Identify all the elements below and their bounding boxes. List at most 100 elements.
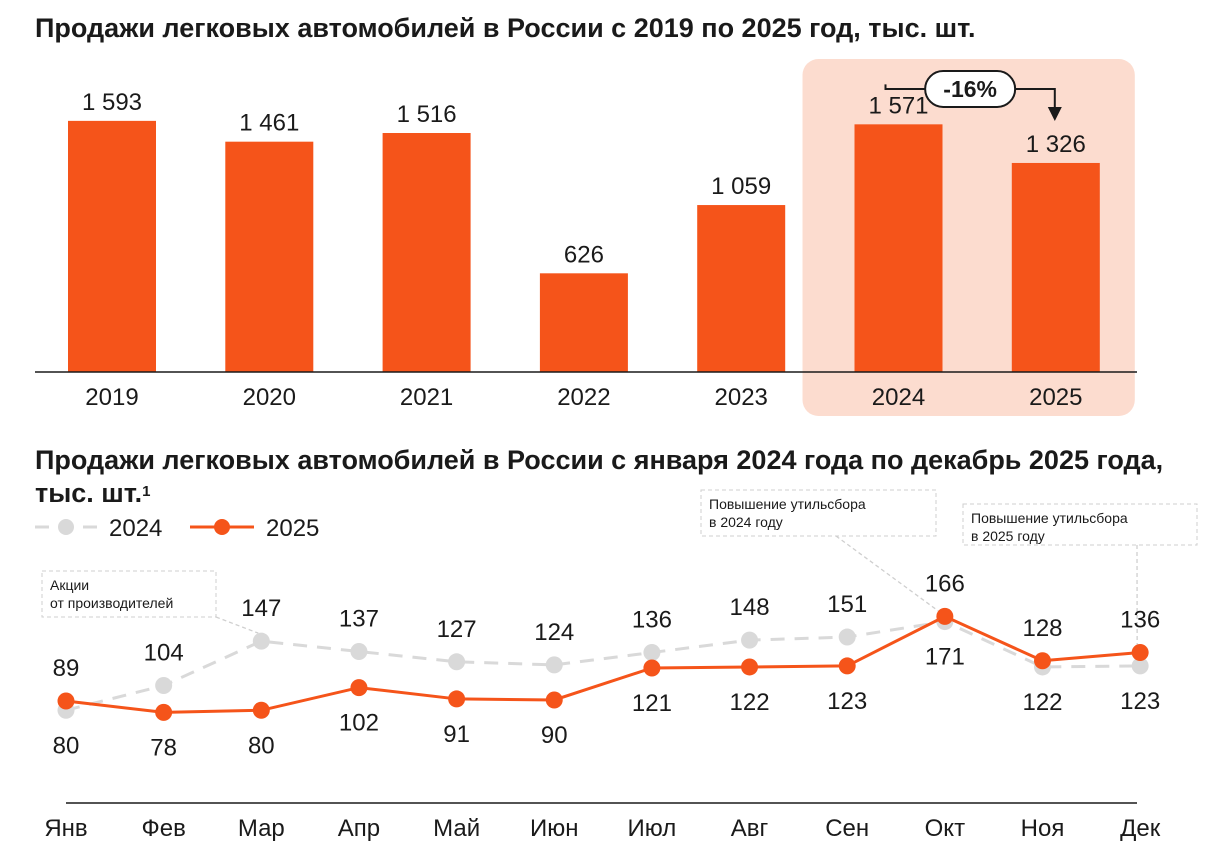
point-2025-Июл (643, 659, 661, 677)
annotation-box (700, 489, 937, 537)
x-tick-label-2022: 2022 (557, 384, 610, 411)
legend-marker-2025 (214, 519, 230, 535)
value-label-2025-Ноя: 128 (1022, 615, 1062, 642)
x-tick-label-2021: 2021 (400, 384, 453, 411)
bar-2024 (854, 124, 943, 372)
point-2025-Сен (838, 657, 856, 675)
point-2024-Авг (741, 631, 759, 649)
annotation-text-line: Повышение утильсбора (709, 496, 866, 512)
point-2025-Янв (57, 692, 75, 710)
series-line-2025 (65, 614, 1141, 714)
value-label-2024-Дек: 123 (1120, 688, 1160, 715)
point-2024-Мар (252, 632, 270, 650)
point-2024-Июн (545, 656, 563, 674)
line-chart-title: Продажи легковых автомобилей в России с … (35, 444, 1200, 510)
value-label-2024-Июл: 136 (632, 607, 672, 634)
month-label-Фев: Фев (141, 815, 185, 842)
month-label-Сен: Сен (825, 815, 869, 842)
point-2025-Окт (936, 607, 954, 625)
point-2025-Ноя (1034, 652, 1051, 670)
point-2025-Авг (741, 658, 759, 676)
value-label-2024-Фев: 104 (144, 640, 184, 667)
bar-2025 (1011, 162, 1100, 372)
x-tick-label-2020: 2020 (243, 384, 296, 411)
value-label-2025-Окт: 171 (925, 644, 965, 671)
change-pill (924, 70, 1017, 108)
value-label-2024-Апр: 137 (339, 605, 379, 632)
annotation-box (41, 570, 217, 618)
bar-value-label-2021: 1 516 (397, 101, 457, 128)
point-2025-Май (448, 690, 466, 708)
month-label-Дек: Дек (1120, 815, 1161, 842)
annotation-leader (835, 535, 943, 615)
point-2024-Май (448, 653, 466, 671)
bar-value-label-2019: 1 593 (82, 89, 142, 116)
value-label-2025-Май: 91 (443, 721, 470, 748)
bar-value-label-2022: 626 (564, 241, 604, 268)
month-label-Апр: Апр (338, 815, 380, 842)
value-label-2024-Сен: 151 (827, 591, 867, 618)
month-label-Авг: Авг (731, 815, 769, 842)
bar-2021 (382, 133, 471, 372)
value-label-2025-Авг: 122 (730, 689, 770, 716)
bar-value-label-2024: 1 571 (868, 92, 928, 119)
point-2024-Июл (643, 644, 661, 662)
annotation-text-line: от производителей (50, 595, 173, 611)
value-label-2024-Мар: 147 (241, 595, 281, 622)
point-2024-Фев (155, 677, 173, 695)
legend-label-2025: 2025 (266, 515, 319, 542)
annotation-text-line: в 2024 году (709, 514, 783, 530)
value-label-2025-Дек: 136 (1120, 607, 1160, 634)
value-label-2025-Мар: 80 (248, 732, 275, 759)
legend-marker-2024 (58, 519, 74, 535)
legend-label-2024: 2024 (109, 515, 162, 542)
value-label-2024-Авг: 148 (730, 594, 770, 621)
annotation-text-line: в 2025 году (971, 528, 1045, 544)
bar-2019 (68, 120, 156, 373)
point-2025-Дек (1131, 644, 1149, 662)
point-2025-Мар (252, 701, 270, 719)
value-label-2024-Окт: 166 (925, 570, 965, 597)
line-chart-title-text: Продажи легковых автомобилей в России с … (35, 445, 1164, 508)
value-label-2025-Сен: 123 (827, 688, 867, 715)
month-label-Окт: Окт (925, 815, 965, 842)
bar-value-label-2023: 1 059 (711, 173, 771, 200)
bar-2022 (539, 273, 628, 372)
bar-value-label-2020: 1 461 (239, 110, 299, 137)
month-label-Июл: Июл (628, 815, 677, 842)
point-2025-Фев (155, 703, 173, 721)
x-tick-label-2019: 2019 (85, 384, 138, 411)
month-label-Июн: Июн (530, 815, 579, 842)
annotation-leader (215, 616, 259, 634)
value-label-2024-Июн: 124 (534, 619, 574, 646)
bar-chart-title: Продажи легковых автомобилей в России с … (35, 13, 976, 43)
month-label-Янв: Янв (44, 815, 87, 842)
annotation-3: Повышение утильсбора в 2025 году (962, 503, 1198, 645)
point-2025-Апр (350, 679, 368, 697)
x-tick-label-2023: 2023 (715, 384, 768, 411)
annotation-text-line: Повышение утильсбора (971, 510, 1128, 526)
value-label-2024-Ноя: 122 (1022, 689, 1062, 716)
change-arrow-icon (1047, 106, 1062, 121)
x-tick-label-2024: 2024 (872, 384, 925, 411)
annotation-2: Повышение утильсбора в 2024 году (700, 489, 943, 615)
value-label-2024-Янв: 80 (53, 732, 80, 759)
point-2024-Сен (838, 628, 856, 646)
bar-value-label-2025: 1 326 (1026, 131, 1086, 158)
value-label-2025-Фев: 78 (150, 734, 177, 761)
annotation-box (962, 503, 1198, 546)
month-label-Май: Май (433, 815, 480, 842)
point-2024-Апр (350, 642, 368, 660)
change-pill-label: -16% (943, 76, 997, 102)
x-tick-label-2025: 2025 (1029, 384, 1082, 411)
value-label-2025-Янв: 89 (53, 655, 80, 682)
annotation-1: Акции от производителей (41, 570, 259, 634)
month-label-Ноя: Ноя (1021, 815, 1065, 842)
point-2025-Июн (545, 691, 563, 709)
footnote-marker: 1 (142, 483, 151, 500)
value-label-2025-Апр: 102 (339, 710, 379, 737)
bar-2023 (697, 205, 786, 372)
value-label-2025-Июн: 90 (541, 722, 568, 749)
series-line-2024 (65, 620, 1141, 712)
